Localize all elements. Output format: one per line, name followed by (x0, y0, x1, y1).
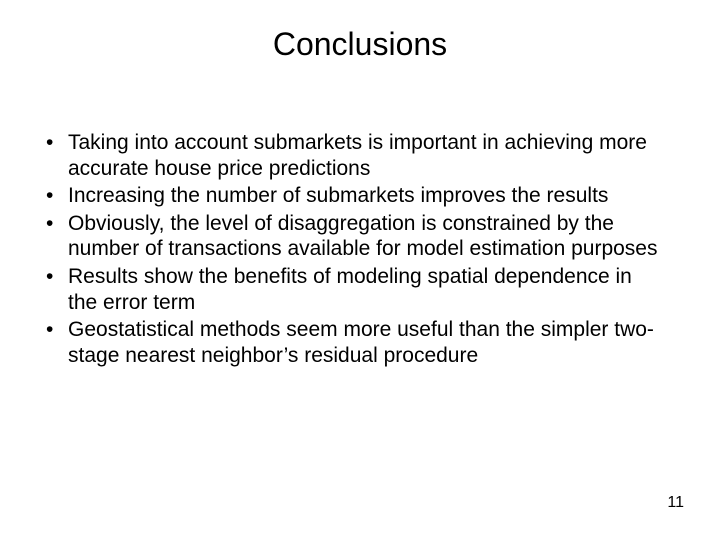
slide-body: Taking into account submarkets is import… (42, 130, 662, 370)
bullet-list: Taking into account submarkets is import… (42, 130, 662, 368)
list-item: Obviously, the level of disaggregation i… (42, 211, 662, 262)
list-item: Results show the benefits of modeling sp… (42, 264, 662, 315)
list-item: Increasing the number of submarkets impr… (42, 183, 662, 209)
page-title: Conclusions (0, 26, 720, 63)
slide: Conclusions Taking into account submarke… (0, 0, 720, 540)
page-number: 11 (667, 494, 684, 512)
list-item: Geostatistical methods seem more useful … (42, 317, 662, 368)
list-item: Taking into account submarkets is import… (42, 130, 662, 181)
